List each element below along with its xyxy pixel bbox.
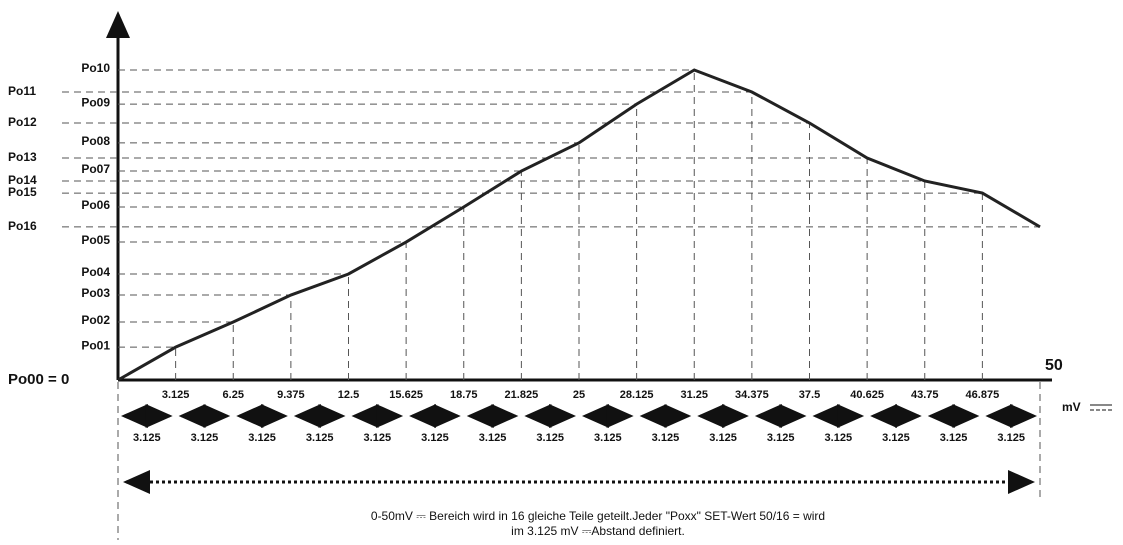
x-tick-label: 43.75 [911, 389, 939, 401]
x-tick-label: 12.5 [338, 389, 359, 401]
y-tick-label: Po12 [8, 115, 37, 129]
interval-label: 3.125 [364, 432, 392, 444]
x-tick-label: 37.5 [799, 389, 820, 401]
caption: 0-50mV ⎓ Bereich wird in 16 gleiche Teil… [371, 509, 825, 523]
x-tick-label: 31.25 [680, 389, 708, 401]
x-tick-label: 3.125 [162, 389, 190, 401]
x-tick-label: 15.625 [389, 389, 423, 401]
x-tick-label: 18.75 [450, 389, 478, 401]
y-tick-label: Po11 [8, 84, 36, 98]
y-tick-label: Po04 [81, 265, 110, 279]
interval-label: 3.125 [997, 432, 1025, 444]
x-tick-label: 34.375 [735, 389, 769, 401]
y-tick-label: Po10 [81, 61, 110, 75]
interval-label: 3.125 [652, 432, 680, 444]
interval-label: 3.125 [709, 432, 737, 444]
interval-label: 3.125 [767, 432, 795, 444]
x-tick-label: 25 [573, 389, 585, 401]
y-tick-label: Po01 [81, 338, 110, 352]
interval-label: 3.125 [479, 432, 507, 444]
y-tick-label: Po00 = 0 [8, 371, 69, 388]
y-tick-label: Po16 [8, 219, 37, 233]
y-tick-label: Po13 [8, 150, 37, 164]
interval-label: 3.125 [940, 432, 968, 444]
dc-symbol [1090, 404, 1112, 411]
y-tick-label: Po05 [81, 233, 110, 247]
x-tick-label: 46.875 [966, 389, 1000, 401]
y-tick-label: Po06 [81, 198, 110, 212]
interval-label: 3.125 [536, 432, 564, 444]
interval-label: 3.125 [825, 432, 853, 444]
interval-label: 3.125 [421, 432, 449, 444]
x-tick-label: 6.25 [223, 389, 244, 401]
y-tick-label: Po03 [81, 286, 110, 300]
y-tick-label: Po14 [8, 173, 37, 187]
x-tick-label: 21.825 [505, 389, 539, 401]
interval-label: 3.125 [133, 432, 161, 444]
y-tick-label: Po02 [81, 313, 110, 327]
interval-label: 3.125 [191, 432, 219, 444]
interval-label: 3.125 [882, 432, 910, 444]
y-tick-label: Po08 [81, 134, 110, 148]
y-tick-label: Po09 [81, 95, 110, 109]
y-tick-label: Po15 [8, 185, 37, 199]
caption: im 3.125 mV ⎓Abstand definiert. [511, 524, 685, 538]
x-tick-label: 28.125 [620, 389, 654, 401]
x-axis-label: mV [1062, 400, 1081, 414]
x-tick-label: 40.625 [850, 389, 884, 401]
x-tick-label: 9.375 [277, 389, 305, 401]
x-tick-label: 50 [1045, 357, 1063, 374]
interval-label: 3.125 [306, 432, 334, 444]
interval-label: 3.125 [248, 432, 276, 444]
interval-label: 3.125 [594, 432, 622, 444]
y-tick-label: Po07 [81, 162, 110, 176]
data-line [117, 68, 1041, 382]
